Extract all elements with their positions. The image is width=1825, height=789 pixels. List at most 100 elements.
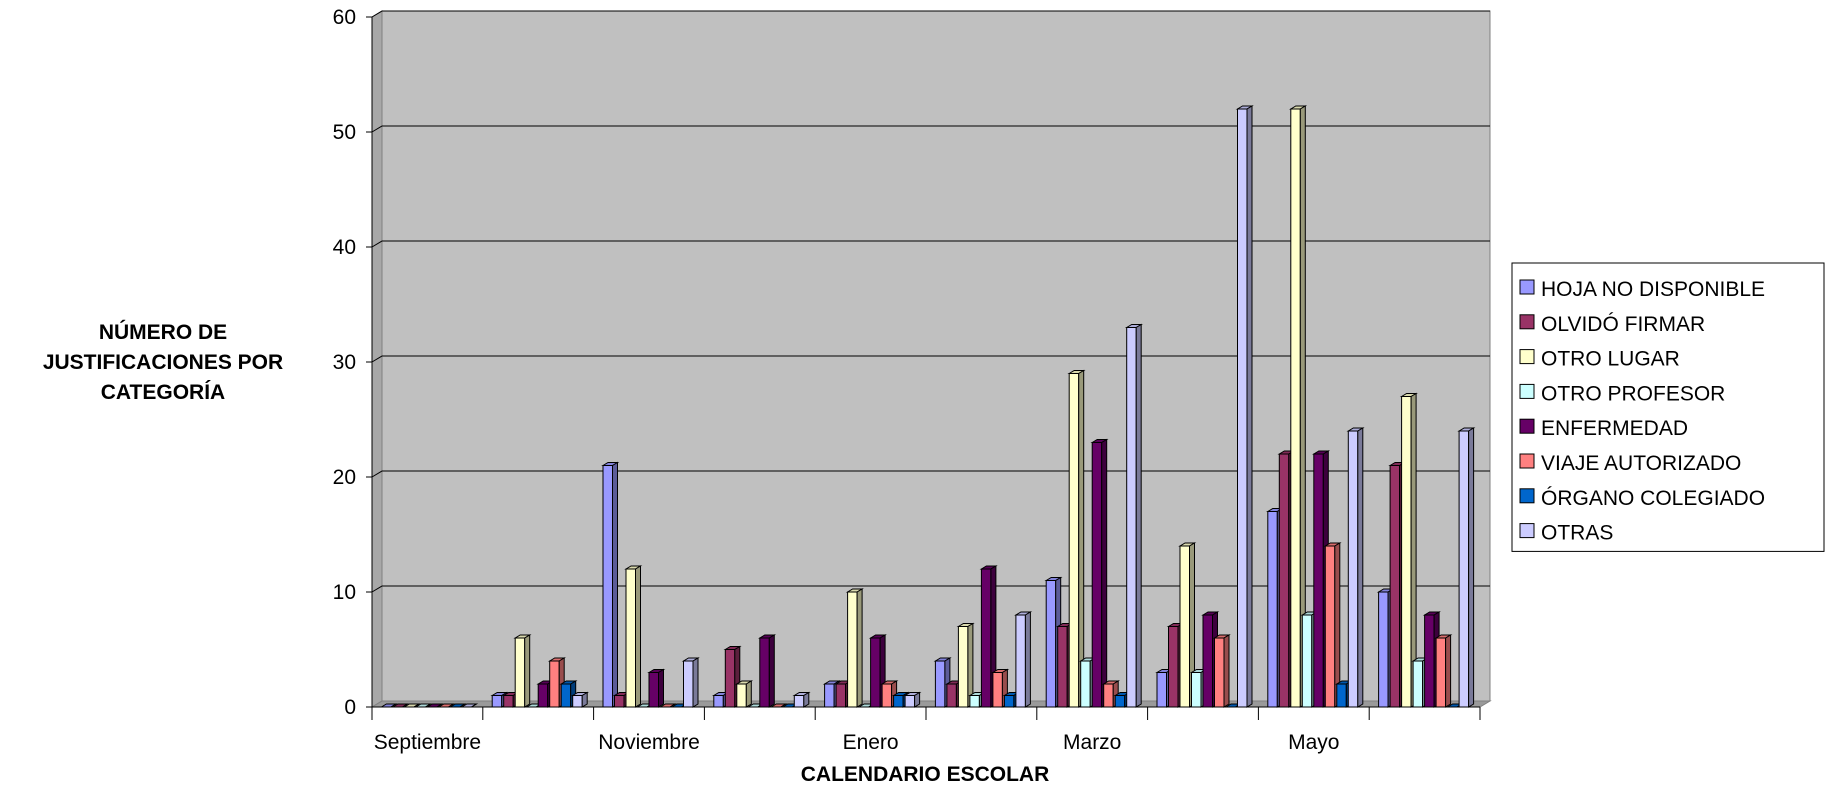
- legend-item: VIAJE AUTORIZADO: [1519, 452, 1741, 475]
- bar-front: [1313, 453, 1324, 708]
- bar-side: [658, 668, 664, 708]
- bar: [880, 680, 899, 708]
- bar-front: [602, 465, 613, 708]
- bar: [1014, 611, 1033, 708]
- bar-front: [491, 695, 503, 708]
- bar-front: [946, 683, 957, 708]
- x-axis-title: CALENDARIO ESCOLAR: [801, 763, 1050, 786]
- x-tick-label: Septiembre: [374, 731, 481, 754]
- bar-front: [1301, 614, 1313, 708]
- bar-front: [1003, 695, 1015, 708]
- gridline: [371, 470, 1490, 478]
- bar-side: [1445, 634, 1452, 708]
- bar-front: [969, 695, 980, 708]
- bar-front: [503, 695, 514, 708]
- bar-front: [870, 637, 881, 708]
- bar: [1399, 392, 1418, 708]
- bar-front: [1336, 683, 1347, 708]
- y-axis-title: NÚMERO DE JUSTIFICACIONES POR CATEGORÍA: [43, 320, 283, 404]
- bar: [624, 565, 643, 708]
- bar-front: [1045, 580, 1057, 708]
- y-axis-title-line-2: JUSTIFICACIONES POR: [43, 351, 283, 374]
- bar-front: [1424, 614, 1435, 708]
- bar-front: [1057, 626, 1068, 708]
- bar-side: [524, 634, 531, 708]
- bar: [1067, 369, 1086, 708]
- bar-front: [1126, 327, 1137, 708]
- bar-front: [683, 660, 694, 708]
- legend-item: OTRO PROFESOR: [1519, 382, 1725, 405]
- bar-side: [1101, 438, 1108, 708]
- bar-front: [1214, 637, 1225, 708]
- bar-front: [847, 591, 858, 708]
- bar: [757, 634, 777, 708]
- legend-label: ÓRGANO COLEGIADO: [1541, 487, 1765, 510]
- bar-side: [425, 703, 431, 708]
- bar-front: [1378, 591, 1389, 708]
- legend-item: ÓRGANO COLEGIADO: [1519, 487, 1765, 510]
- bars-group: [379, 105, 1476, 708]
- x-tick-label: Marzo: [1063, 731, 1121, 754]
- bar-side: [635, 565, 641, 708]
- gridlines: [371, 10, 1490, 593]
- y-tick-label: 40: [333, 236, 356, 259]
- bar-front: [881, 683, 893, 708]
- bar: [601, 461, 620, 708]
- legend-label: ENFERMEDAD: [1541, 417, 1688, 440]
- bar-side: [471, 703, 477, 708]
- bar-side: [803, 691, 810, 708]
- bar-front: [1401, 396, 1412, 708]
- legend-label: OTRO LUGAR: [1541, 348, 1680, 371]
- bar-front: [1267, 511, 1278, 708]
- bar-front: [980, 568, 992, 708]
- bar-front: [793, 695, 805, 708]
- bar-side: [692, 657, 699, 708]
- legend-label: OTRAS: [1541, 522, 1613, 545]
- gridline: [371, 125, 1490, 133]
- bar-front: [835, 683, 847, 708]
- x-tick-labels: Septiembre Noviembre Enero Marzo Mayo: [374, 731, 1340, 754]
- bar-front: [1412, 660, 1424, 708]
- bar-front: [759, 637, 770, 708]
- legend-swatch: [1519, 383, 1535, 399]
- bar: [1090, 438, 1109, 708]
- legend-item: HOJA NO DISPONIBLE: [1519, 278, 1765, 301]
- bar: [1124, 323, 1144, 708]
- legend-label: VIAJE AUTORIZADO: [1541, 452, 1741, 475]
- bar-side: [436, 703, 443, 708]
- bar-front: [1156, 672, 1167, 708]
- bar-front: [537, 683, 549, 708]
- legend-swatch: [1519, 418, 1535, 434]
- gridline: [371, 240, 1490, 248]
- y-tick-labels: 0 10 20 30 40 50 60: [333, 6, 356, 719]
- bar-side: [914, 691, 921, 708]
- bar: [647, 668, 666, 708]
- bar-front: [1458, 430, 1470, 708]
- bar: [681, 657, 700, 708]
- bar-front: [514, 637, 526, 708]
- bar-front: [1191, 672, 1202, 708]
- legend-swatch: [1519, 349, 1535, 365]
- y-tick-label: 10: [333, 581, 356, 604]
- bar-front: [625, 568, 636, 708]
- bar-front: [572, 695, 583, 708]
- legend-item: OLVIDÓ FIRMAR: [1519, 313, 1705, 336]
- y-tick-label: 60: [333, 6, 356, 29]
- bar: [1212, 634, 1231, 708]
- bar-side: [448, 703, 454, 708]
- bar: [1323, 542, 1342, 708]
- bar-front: [560, 683, 572, 708]
- legend-label: OTRO PROFESOR: [1541, 382, 1725, 405]
- x-tick-label: Noviembre: [598, 731, 700, 754]
- bar-side: [1024, 611, 1031, 708]
- legend-label: HOJA NO DISPONIBLE: [1541, 278, 1765, 301]
- legend-swatch: [1519, 453, 1535, 469]
- bar-front: [1202, 614, 1213, 708]
- x-tick-label: Mayo: [1288, 731, 1339, 754]
- bar-front: [1091, 442, 1103, 708]
- bar-front: [1168, 626, 1179, 708]
- bar-front: [992, 672, 1003, 708]
- bar-front: [904, 695, 916, 708]
- bar-front: [648, 672, 659, 708]
- legend: HOJA NO DISPONIBLE OLVIDÓ FIRMAR OTRO LUGA…: [1511, 262, 1825, 552]
